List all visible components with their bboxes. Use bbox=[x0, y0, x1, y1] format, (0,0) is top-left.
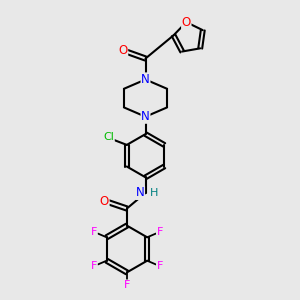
Text: O: O bbox=[100, 195, 109, 208]
Text: F: F bbox=[91, 227, 97, 237]
Text: Cl: Cl bbox=[103, 132, 114, 142]
Text: N: N bbox=[141, 73, 150, 86]
Text: F: F bbox=[124, 280, 130, 290]
Text: F: F bbox=[157, 227, 163, 237]
Text: N: N bbox=[136, 186, 145, 200]
Text: F: F bbox=[91, 261, 97, 271]
Text: O: O bbox=[182, 16, 191, 28]
Text: O: O bbox=[118, 44, 127, 58]
Text: N: N bbox=[141, 110, 150, 123]
Text: H: H bbox=[150, 188, 158, 198]
Text: F: F bbox=[157, 261, 163, 271]
